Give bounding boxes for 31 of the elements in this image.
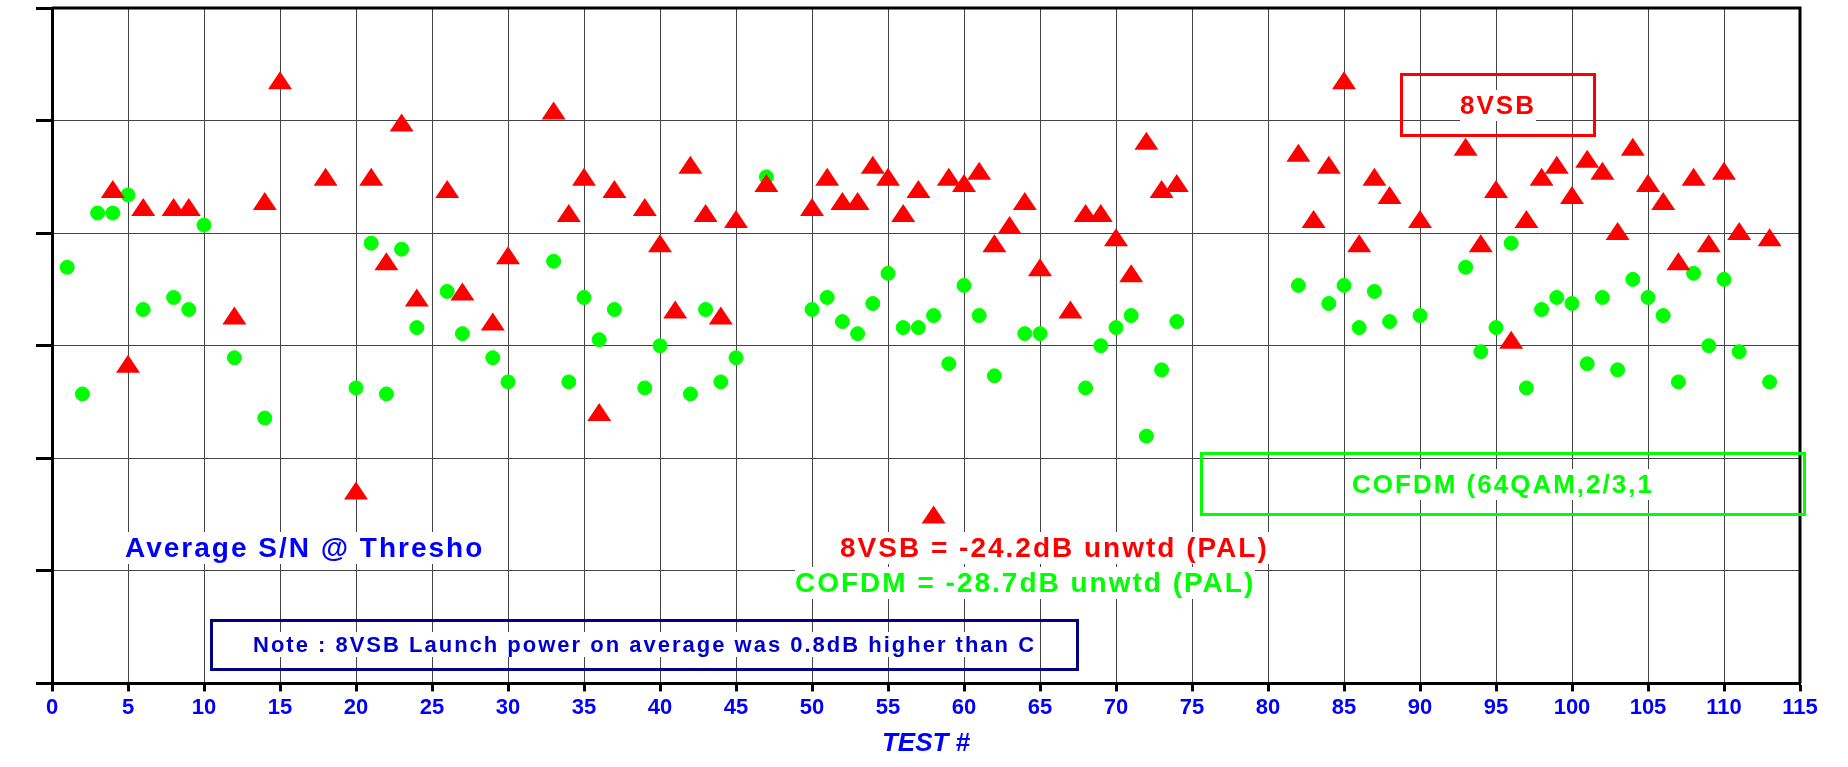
- x-tick-label: 45: [723, 693, 749, 719]
- x-tick-label: 15: [267, 693, 293, 719]
- annotation: Note : 8VSB Launch power on average was 0.8dB higher than C: [253, 632, 1037, 657]
- x-tick-label: 65: [1027, 693, 1053, 719]
- x-tick-label: 55: [875, 693, 901, 719]
- x-tick-label: 75: [1179, 693, 1205, 719]
- text: COFDM (64QAM,2/3,1: [1352, 468, 1654, 500]
- x-tick-label: 40: [647, 693, 673, 719]
- x-tick-label: 20: [343, 693, 369, 719]
- x-tick-label: 50: [799, 693, 825, 719]
- x-tick-label: 30: [495, 693, 521, 719]
- x-tick-label: 110: [1706, 693, 1742, 719]
- annotation: 8VSB = -24.2dB unwtd (PAL): [840, 532, 1269, 564]
- x-tick-label: 105: [1629, 693, 1667, 719]
- series-label: 8VSB: [1460, 89, 1536, 121]
- annotation: COFDM = -28.7dB unwtd (PAL): [795, 567, 1256, 599]
- x-tick-label: 80: [1255, 693, 1281, 719]
- x-tick-label: 70: [1103, 693, 1129, 719]
- x-tick-label: 10: [191, 693, 217, 719]
- x-axis-title: TEST #: [881, 726, 971, 757]
- x-tick-label: 35: [571, 693, 597, 719]
- x-tick-label: 85: [1331, 693, 1357, 719]
- annotation: Average S/N @ Thresho: [125, 532, 485, 564]
- x-tick-label: 25: [419, 693, 445, 719]
- x-tick-label: 90: [1407, 693, 1433, 719]
- x-tick-label: 0: [45, 693, 59, 719]
- x-tick-label: 60: [951, 693, 977, 719]
- x-tick-label: 95: [1483, 693, 1509, 719]
- x-tick-label: 100: [1553, 693, 1591, 719]
- x-tick-label: 115: [1782, 693, 1818, 719]
- x-tick-label: 5: [121, 693, 135, 719]
